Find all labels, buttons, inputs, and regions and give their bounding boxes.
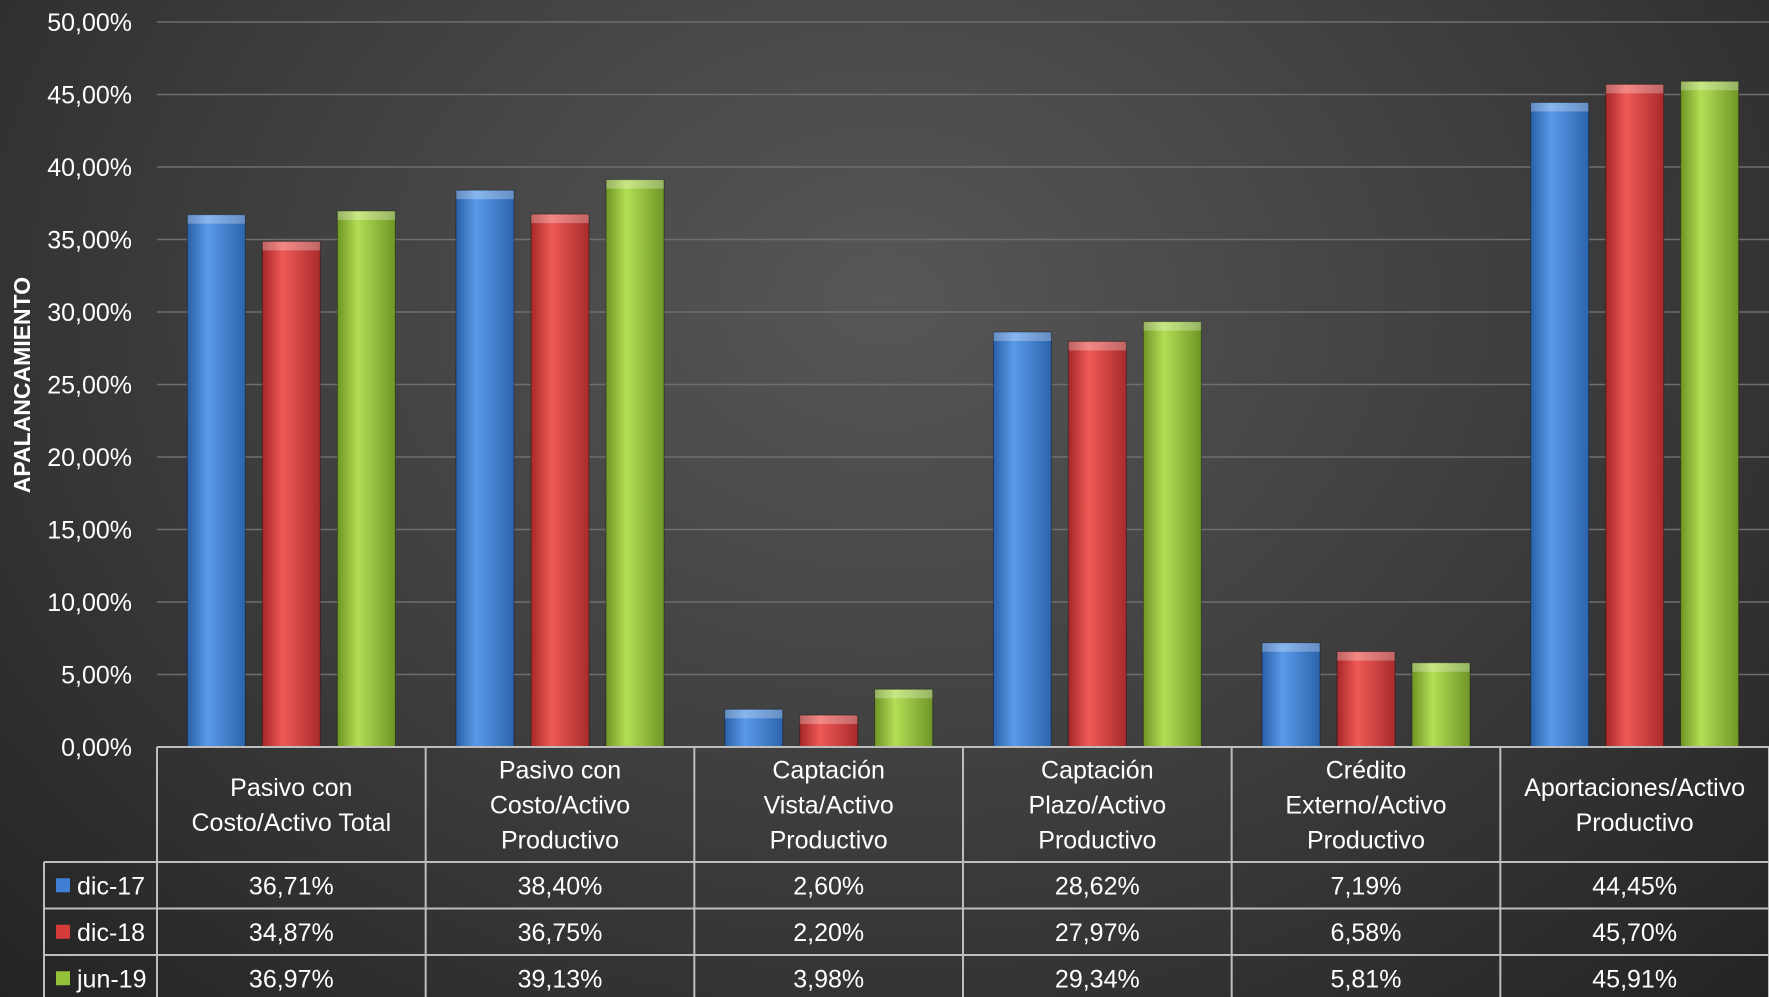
data-label: 36,97%	[249, 965, 334, 993]
data-label: 2,60%	[793, 872, 864, 900]
bar-dic-17-6	[1530, 101, 1590, 748]
y-tick-label: 25,00%	[47, 372, 132, 400]
bar-dic-17-1	[186, 214, 246, 748]
y-axis-title: APALANCAMIENTO	[9, 277, 35, 493]
series-label: dic-17	[77, 872, 145, 900]
series-label: jun-19	[76, 965, 147, 993]
bar-dic-17-5	[1261, 642, 1321, 748]
category-label: Pasivo con	[499, 757, 621, 785]
y-tick-label: 10,00%	[47, 589, 132, 617]
bar-jun-19-6	[1680, 80, 1740, 748]
bar-dic-18-1	[261, 240, 321, 748]
y-tick-label: 45,00%	[47, 82, 132, 110]
bar-dic-18-4	[1067, 340, 1127, 748]
data-label: 7,19%	[1331, 872, 1402, 900]
legend-key-jun-19	[56, 971, 70, 986]
bar-dic-18-2	[530, 213, 590, 748]
category-label: Productivo	[1038, 827, 1156, 855]
data-label: 28,62%	[1055, 872, 1140, 900]
category-label: Captación	[772, 757, 885, 785]
data-label: 5,81%	[1331, 965, 1402, 993]
category-label: Costo/Activo Total	[192, 809, 392, 837]
bar-dic-18-5	[1336, 651, 1396, 748]
category-label: Vista/Activo	[764, 792, 894, 820]
legend-key-dic-18	[56, 924, 70, 939]
category-label: Productivo	[1307, 827, 1425, 855]
bar-dic-17-2	[455, 189, 515, 748]
bar-jun-19-1	[336, 210, 396, 748]
category-label: Plazo/Activo	[1029, 792, 1167, 820]
bar-dic-18-3	[799, 714, 859, 748]
y-tick-label: 40,00%	[47, 154, 132, 182]
y-tick-label: 0,00%	[61, 734, 132, 762]
legend-key-dic-17	[56, 878, 70, 893]
data-label: 34,87%	[249, 919, 334, 947]
data-label: 39,13%	[518, 965, 603, 993]
data-label: 36,71%	[249, 872, 334, 900]
y-tick-label: 20,00%	[47, 444, 132, 472]
bar-jun-19-2	[605, 179, 665, 748]
data-label: 45,70%	[1592, 919, 1677, 947]
data-label: 3,98%	[793, 965, 864, 993]
data-label: 44,45%	[1592, 872, 1677, 900]
y-tick-label: 50,00%	[47, 9, 132, 37]
series-label: dic-18	[77, 919, 145, 947]
data-label: 29,34%	[1055, 965, 1140, 993]
category-label: Costo/Activo	[490, 792, 630, 820]
data-label: 6,58%	[1331, 919, 1402, 947]
data-label: 45,91%	[1592, 965, 1677, 993]
data-label: 27,97%	[1055, 919, 1140, 947]
bar-dic-17-4	[992, 331, 1052, 748]
category-label: Pasivo con	[230, 774, 352, 802]
bar-jun-19-5	[1411, 662, 1471, 748]
bar-dic-17-3	[724, 708, 784, 748]
bar-dic-18-6	[1605, 83, 1665, 748]
bar-jun-19-4	[1142, 321, 1202, 748]
y-tick-label: 35,00%	[47, 227, 132, 255]
y-tick-label: 30,00%	[47, 299, 132, 327]
category-label: Productivo	[770, 827, 888, 855]
category-label: Captación	[1041, 757, 1154, 785]
data-label: 38,40%	[518, 872, 603, 900]
category-label: Productivo	[1576, 809, 1694, 837]
category-label: Aportaciones/Activo	[1524, 774, 1745, 802]
data-label: 36,75%	[518, 919, 603, 947]
bar-jun-19-3	[874, 688, 934, 748]
category-label: Productivo	[501, 827, 619, 855]
y-tick-label: 5,00%	[61, 662, 132, 690]
category-label: Crédito	[1326, 757, 1407, 785]
data-label: 2,20%	[793, 919, 864, 947]
y-tick-label: 15,00%	[47, 517, 132, 545]
category-label: Externo/Activo	[1285, 792, 1446, 820]
